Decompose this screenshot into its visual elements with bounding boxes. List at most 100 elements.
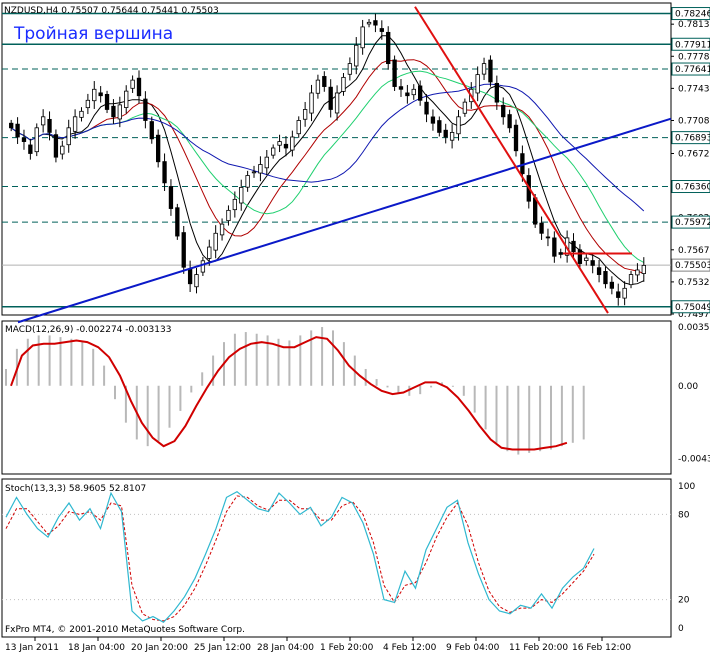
candle-body — [590, 260, 595, 266]
candle-body — [533, 197, 538, 225]
axis-layer: 0.781300.777800.774300.770800.767200.760… — [5, 7, 710, 653]
macd-histogram-bar — [179, 385, 182, 411]
macd-histogram-bar — [255, 333, 258, 386]
price-level-label: 0.76893 — [675, 134, 710, 144]
price-panel[interactable] — [1, 2, 672, 316]
macd-histogram-bar — [506, 385, 509, 452]
macd-histogram-bar — [342, 342, 345, 386]
macd-histogram-bar — [484, 385, 487, 430]
candle-body — [545, 236, 551, 239]
candle-body — [264, 156, 269, 169]
candle-body — [494, 82, 499, 103]
moving-average-line — [10, 35, 645, 286]
price-level-label: 0.77911 — [675, 40, 710, 50]
candle-body — [117, 104, 122, 120]
price-layer — [2, 6, 672, 324]
candle-body — [136, 77, 142, 97]
candle-body — [405, 92, 410, 97]
stoch-panel[interactable] — [1, 478, 672, 638]
candle-body — [456, 116, 461, 135]
candle-body — [251, 171, 257, 174]
candle-body — [475, 74, 480, 94]
candle-body — [111, 105, 116, 118]
macd-histogram-bar — [124, 385, 127, 423]
candle-body — [245, 175, 250, 188]
macd-histogram-bar — [550, 385, 552, 450]
candle-body — [28, 144, 33, 154]
symbol-header: NZDUSD,H4 0.75507 0.75644 0.75441 0.7550… — [4, 6, 219, 16]
candle-body — [72, 116, 78, 132]
candle-body — [34, 127, 39, 153]
stoch-tick-label: 0 — [678, 624, 684, 634]
candle-body — [392, 59, 397, 87]
macd-histogram-bar — [59, 337, 62, 386]
candle-body — [296, 120, 301, 135]
candle-body — [21, 137, 27, 142]
macd-histogram-bar — [212, 355, 215, 386]
candle-body — [437, 120, 442, 133]
trend-line-support — [17, 117, 672, 324]
price-level-tag — [671, 131, 710, 145]
macd-histogram-bar — [5, 368, 7, 386]
candle-body — [488, 59, 493, 83]
candle-body — [622, 287, 627, 299]
candle-body — [635, 269, 640, 276]
macd-tick-label: 0.003509 — [678, 323, 710, 333]
copyright-text: FxPro MT4, © 2001-2010 MetaQuotes Softwa… — [5, 625, 245, 635]
macd-histogram-bar — [375, 379, 378, 386]
macd-histogram-bar — [201, 372, 204, 386]
macd-tick-label: -0.004347 — [678, 455, 710, 465]
candle-body — [290, 136, 295, 151]
macd-panel[interactable] — [1, 320, 672, 475]
macd-histogram-bar — [539, 385, 542, 452]
price-level-tag — [671, 37, 710, 51]
macd-header: MACD(12,26,9) -0.002274 -0.003133 — [5, 325, 171, 335]
macd-histogram-bar — [451, 385, 454, 387]
candle-body — [609, 281, 615, 289]
candle-body — [175, 207, 180, 237]
current-price-label: 0.75503 — [675, 261, 710, 271]
candle-body — [360, 26, 365, 49]
candle-body — [271, 147, 276, 156]
candle-body — [168, 186, 174, 209]
price-level-tag — [671, 62, 710, 76]
macd-histogram-bar — [397, 385, 400, 393]
macd-histogram-bar — [157, 385, 160, 442]
candle-body — [354, 44, 359, 67]
candle-body — [322, 76, 327, 87]
candle-body — [92, 88, 97, 102]
pattern-title: Тройная вершина — [13, 24, 173, 44]
candle-body — [283, 143, 289, 149]
candle-body — [571, 240, 576, 253]
candle-body — [181, 232, 186, 268]
candle-body — [200, 260, 206, 273]
candle-body — [577, 249, 583, 264]
candle-body — [462, 101, 468, 114]
price-level-label: 0.75972 — [675, 218, 710, 228]
candle-body — [449, 132, 455, 141]
price-level-tag — [671, 180, 710, 194]
macd-histogram-bar — [430, 385, 433, 388]
macd-histogram-bar — [103, 365, 106, 386]
macd-histogram-bar — [26, 338, 29, 386]
macd-tick-label: 0.00 — [678, 382, 698, 392]
time-tick-label: 20 Jan 20:00 — [131, 643, 188, 653]
macd-histogram-bar — [571, 385, 574, 443]
macd-histogram-bar — [190, 385, 193, 393]
candle-body — [15, 123, 20, 138]
candle-body — [424, 101, 429, 115]
candle-body — [481, 63, 487, 75]
macd-histogram-bar — [386, 385, 389, 388]
candle-body — [9, 122, 14, 129]
stoch-main-line — [5, 490, 595, 624]
macd-histogram-bar — [277, 338, 280, 386]
candle-body — [104, 93, 110, 110]
candle-body — [501, 104, 506, 118]
candle-body — [584, 257, 589, 261]
candle-body — [398, 86, 404, 90]
candle-body — [98, 92, 103, 97]
candle-body — [277, 141, 282, 146]
